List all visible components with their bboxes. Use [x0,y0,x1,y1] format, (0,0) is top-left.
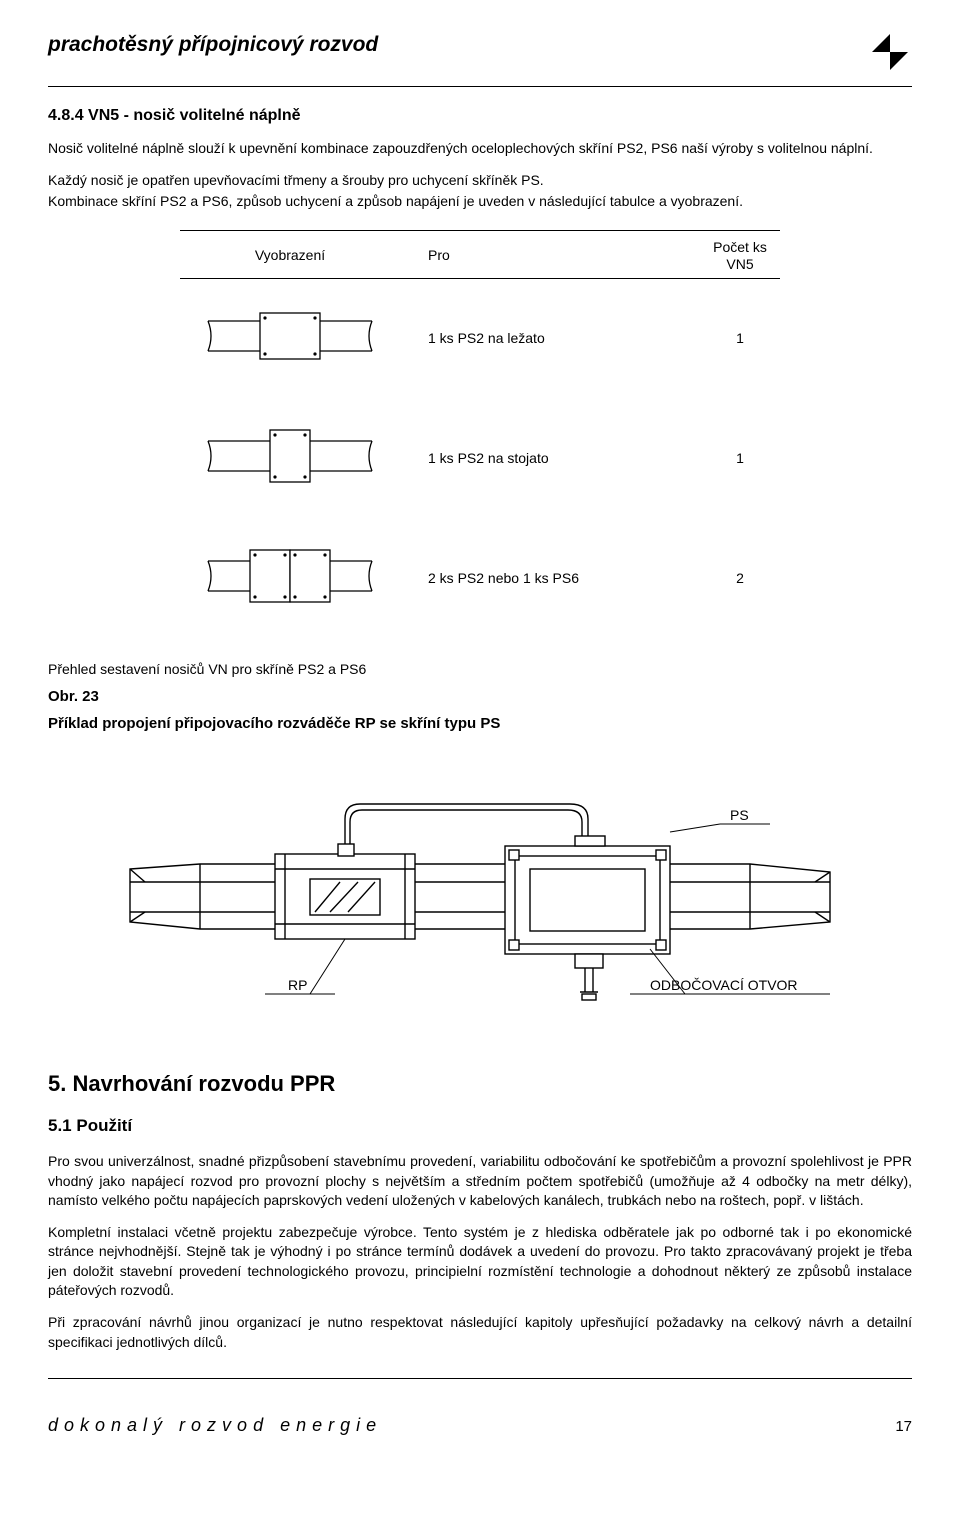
label-ps: PS [730,807,749,823]
header-rule [48,86,912,87]
table-header: Pro [400,246,700,266]
section-heading-5: 5. Navrhování rozvodu PPR [48,1069,912,1100]
footer-rule [48,1378,912,1379]
section-heading-484: 4.8.4 VN5 - nosič volitelné náplně [48,105,912,127]
figure-23: PS RP ODBOČOVACÍ OTVOR [48,764,912,1030]
paragraph: Pro svou univerzálnost, snadné přizpůsob… [48,1152,912,1211]
row-count: 1 [700,329,780,349]
row-desc: 1 ks PS2 na stojato [400,449,700,469]
row-diagram [180,547,400,611]
paragraph: Každý nosič je opatřen upevňovacími třme… [48,171,912,191]
brand-logo [868,30,912,80]
vn5-table: Vyobrazení Pro Počet ksVN5 1 ks PS2 na l… [180,230,780,638]
footer-tagline: dokonalý rozvod energie [48,1413,382,1438]
label-rp: RP [288,977,307,993]
figure-number: Obr. 23 [48,686,912,707]
section-heading-5-1: 5.1 Použití [48,1114,912,1138]
row-count: 2 [700,569,780,589]
page-number: 17 [895,1416,912,1437]
table-row: 2 ks PS2 nebo 1 ks PS6 2 [180,519,780,639]
table-header: Počet ksVN5 [700,239,780,273]
paragraph: Při zpracování návrhů jinou organizací j… [48,1313,912,1352]
table-header: Vyobrazení [180,246,400,266]
table-caption: Přehled sestavení nosičů VN pro skříně P… [48,660,912,680]
row-count: 1 [700,449,780,469]
row-desc: 1 ks PS2 na ležato [400,329,700,349]
page-title: prachotěsný přípojnicový rozvod [48,30,378,59]
paragraph: Kompletní instalaci včetně projektu zabe… [48,1223,912,1301]
row-diagram [180,427,400,491]
table-row: 1 ks PS2 na stojato 1 [180,399,780,519]
paragraph: Nosič volitelné náplně slouží k upevnění… [48,139,912,159]
paragraph: Kombinace skříní PS2 a PS6, způsob uchyc… [48,192,912,212]
row-desc: 2 ks PS2 nebo 1 ks PS6 [400,569,700,589]
row-diagram [180,307,400,371]
label-odbocovaci-otvor: ODBOČOVACÍ OTVOR [650,977,798,993]
table-row: 1 ks PS2 na ležato 1 [180,279,780,399]
figure-title: Příklad propojení připojovacího rozváděč… [48,713,912,734]
